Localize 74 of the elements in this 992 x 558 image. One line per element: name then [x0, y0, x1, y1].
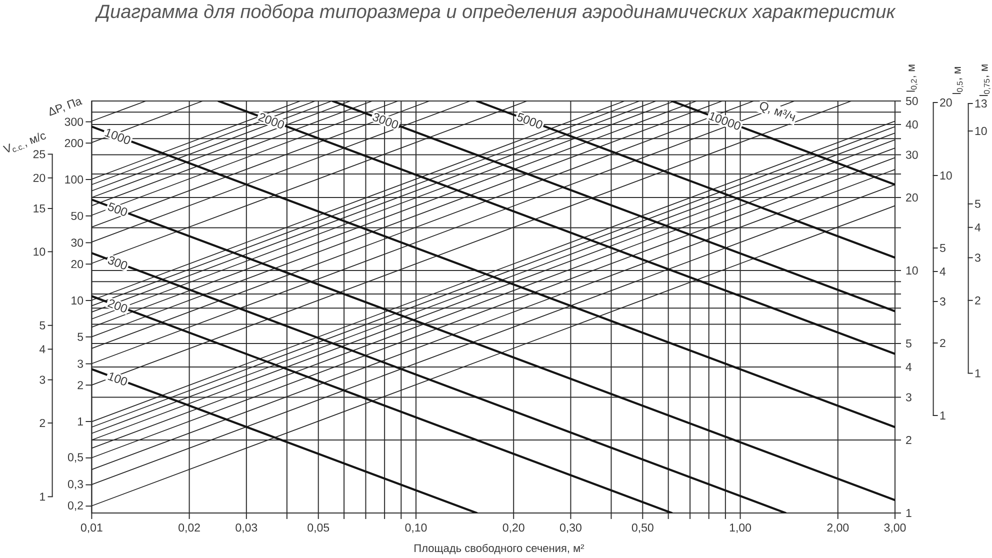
text: 1 — [940, 412, 946, 420]
text: 10 — [72, 296, 84, 305]
text: 13 — [975, 99, 987, 108]
text: 200 — [107, 299, 128, 312]
text: 100 — [65, 175, 84, 184]
text: 4 — [39, 345, 46, 354]
text: 2 — [78, 381, 83, 390]
text: 20 — [71, 260, 84, 268]
text: 3 — [940, 297, 946, 306]
text: 300 — [64, 118, 84, 126]
y-tick-label: 40 — [906, 120, 918, 129]
text: 3 — [40, 376, 46, 384]
text: 5000 — [516, 112, 542, 129]
text: 5 — [78, 332, 84, 341]
text: 20 — [940, 98, 952, 107]
text: 0,2 — [68, 501, 83, 511]
text: 3 — [78, 360, 83, 368]
x-tick-label: 1,00 — [730, 524, 752, 534]
x-axis-title: Площадь свободного сечения, м² — [414, 544, 584, 554]
text: 300 — [108, 256, 128, 270]
x-tick-label: 0,02 — [178, 524, 200, 534]
x-tick-label: 0,30 — [560, 524, 582, 534]
text: 1 — [975, 369, 980, 378]
y-tick-label: 2 — [906, 436, 912, 444]
text: 15 — [34, 204, 46, 213]
y-tick-label: 10 — [906, 266, 918, 275]
text: 4 — [974, 223, 981, 232]
text: 500 — [108, 202, 128, 216]
text: 3 — [974, 254, 980, 262]
y-tick-label: 3 — [906, 393, 912, 402]
text: l$_{0,5}$, м — [952, 67, 964, 94]
text: 2 — [975, 296, 980, 304]
text: 1 — [78, 418, 83, 426]
text: 25 — [33, 150, 46, 158]
x-tick-label: 3,00 — [884, 524, 906, 534]
text: 0,5 — [68, 453, 84, 463]
text: 10 — [940, 171, 952, 180]
x-tick-label: 0,10 — [405, 524, 427, 534]
y-axis-title: l$_{0,2}$, м — [906, 64, 918, 92]
text: 2 — [40, 418, 46, 428]
text: 20 — [33, 174, 46, 182]
text: 200 — [64, 139, 84, 148]
text: 2 — [940, 338, 946, 348]
x-tick-label: 2,00 — [827, 524, 849, 534]
text: 10000 — [708, 112, 741, 130]
text: 10 — [975, 126, 987, 136]
text: 50 — [71, 212, 84, 220]
x-tick-label: 0,03 — [236, 524, 258, 534]
y-tick-label: 30 — [906, 150, 918, 159]
text: 5 — [974, 200, 980, 208]
y-tick-label: 50 — [906, 96, 918, 106]
text: l$_{0,75}$, м — [979, 64, 991, 96]
text: 5 — [40, 321, 46, 330]
text: 4 — [940, 268, 946, 276]
chart-title: Диаграмма для подбора типоразмера и определения аэродинамических характеристик — [94, 4, 896, 22]
y-tick-label: 4 — [906, 363, 912, 371]
x-tick-label: 0,20 — [502, 524, 524, 534]
y-tick-label: 5 — [906, 339, 912, 348]
x-tick-label: 0,05 — [308, 524, 330, 534]
text: 3000 — [372, 113, 398, 128]
x-tick-label: 0,01 — [80, 524, 102, 534]
text: 100 — [108, 372, 128, 386]
text: 2000 — [258, 113, 284, 128]
annotation: Q, м³/ч — [760, 102, 796, 122]
text: 1000 — [104, 128, 130, 144]
text: 1 — [40, 492, 46, 501]
text: 5 — [940, 244, 946, 252]
y-tick-label: 20 — [906, 193, 918, 202]
text: ΔP, Па — [50, 99, 82, 116]
x-tick-label: 0,50 — [632, 524, 654, 534]
text: 0,3 — [68, 480, 83, 490]
y-tick-label: 1 — [906, 509, 912, 517]
text: 30 — [71, 238, 84, 247]
text: 10 — [34, 248, 46, 256]
